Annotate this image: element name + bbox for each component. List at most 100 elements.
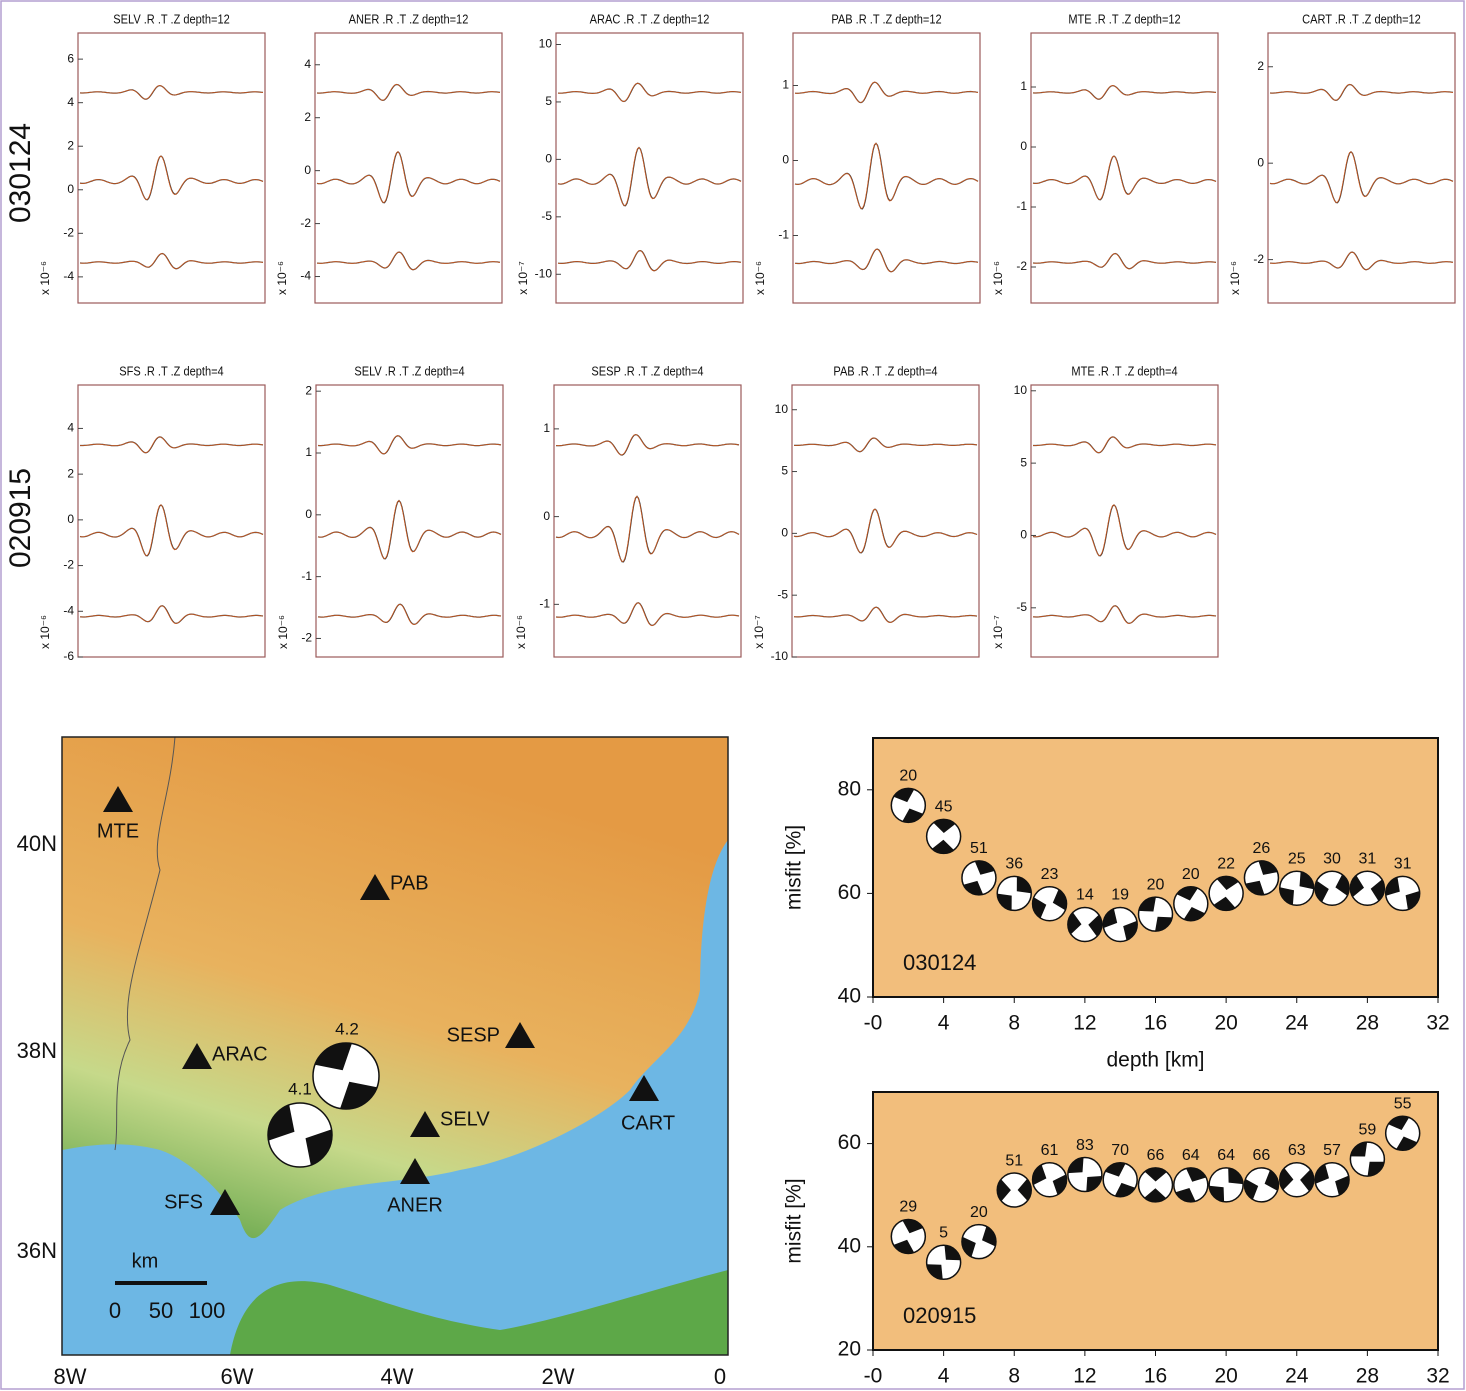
y-tick-label: 0	[1020, 528, 1027, 542]
y-tick-label: -5	[777, 587, 788, 601]
station-label: MTE	[97, 820, 139, 842]
x-tick-label: 28	[1356, 1365, 1379, 1388]
panel-title: PAB .R .T .Z depth=4	[833, 364, 937, 379]
row-label: 020915	[4, 468, 37, 568]
dc-label: 83	[1076, 1137, 1094, 1154]
y-tick-label: 5	[781, 464, 788, 478]
y-tick-label: -1	[778, 228, 789, 242]
annotation: 030124	[903, 950, 976, 975]
dc-label: 26	[1253, 840, 1271, 857]
dc-label: 20	[1147, 876, 1165, 893]
y-tick-label: -2	[63, 558, 74, 572]
dc-label: 59	[1358, 1121, 1376, 1138]
lon-label: 8W	[54, 1364, 87, 1389]
scale-label: 50	[149, 1298, 173, 1323]
dc-label: 31	[1394, 856, 1412, 873]
y-tick-label: -1	[301, 569, 312, 583]
y-tick-label: -2	[300, 216, 311, 230]
dc-label: 31	[1358, 850, 1376, 867]
scale-label: x 10⁻⁷	[516, 261, 530, 294]
y-tick-label: 0	[305, 507, 312, 521]
panel-title: SELV .R .T .Z depth=4	[354, 364, 465, 379]
station-label: SFS	[164, 1191, 203, 1213]
y-tick-label: 5	[1020, 455, 1027, 469]
x-tick-label: 32	[1426, 1012, 1449, 1035]
y-tick-label: 0	[545, 152, 552, 166]
dc-label: 19	[1111, 887, 1129, 904]
x-tick-label: 20	[1214, 1012, 1237, 1035]
station-label: ANER	[387, 1194, 443, 1216]
y-tick-label: -5	[541, 209, 552, 223]
x-tick-label: 24	[1285, 1365, 1309, 1388]
x-tick-label: 28	[1356, 1012, 1379, 1035]
dc-label: 66	[1147, 1147, 1165, 1164]
x-tick-label: 12	[1073, 1012, 1096, 1035]
y-tick-label: -4	[63, 269, 74, 283]
panel-title: SESP .R .T .Z depth=4	[591, 364, 703, 379]
y-tick-label: 2	[67, 138, 74, 152]
station-label: SESP	[447, 1024, 500, 1046]
x-tick-label: 16	[1144, 1012, 1167, 1035]
y-tick-label: -1	[539, 597, 550, 611]
scale-label: 100	[189, 1298, 226, 1323]
dc-label: 22	[1217, 856, 1235, 873]
figure: 030124 020915 km SELV .R .T .Z depth=126…	[0, 0, 1466, 1391]
lon-label: 4W	[381, 1364, 414, 1389]
dc-label: 36	[1005, 856, 1023, 873]
dc-label: 5	[939, 1224, 948, 1241]
annotation: 020915	[903, 1303, 976, 1328]
dc-label: 57	[1323, 1142, 1341, 1159]
scale-label: x 10⁻⁶	[514, 615, 528, 649]
x-tick-label: -0	[864, 1365, 883, 1388]
y-tick-label: 0	[782, 153, 789, 167]
y-tick-label: 5	[545, 94, 552, 108]
dc-label: 55	[1394, 1095, 1412, 1112]
lon-label: 6W	[221, 1364, 254, 1389]
x-tick-label: 12	[1073, 1365, 1096, 1388]
scale-label: 0	[109, 1298, 121, 1323]
lat-label: 36N	[17, 1238, 57, 1263]
dc-label: 29	[899, 1199, 917, 1216]
panel-title: PAB .R .T .Z depth=12	[831, 12, 942, 27]
dc-label: 45	[935, 799, 953, 816]
dc-label: 61	[1041, 1142, 1059, 1159]
x-tick-label: 8	[1008, 1012, 1020, 1035]
scale-label: x 10⁻⁶	[275, 261, 289, 295]
y-axis-label: misfit [%]	[783, 825, 806, 910]
dc-label: 51	[970, 840, 988, 857]
map: km	[62, 737, 728, 1355]
y-tick-label: 4	[67, 95, 74, 109]
y-tick-label: 20	[838, 1338, 861, 1361]
magnitude: 4.2	[335, 1019, 359, 1038]
x-tick-label: 8	[1008, 1365, 1020, 1388]
dc-label: 30	[1323, 850, 1341, 867]
panel-title: CART .R .T .Z depth=12	[1302, 12, 1421, 27]
x-tick-label: 20	[1214, 1365, 1237, 1388]
y-tick-label: -10	[771, 649, 789, 663]
dc-label: 66	[1253, 1147, 1271, 1164]
row-label: 030124	[4, 123, 37, 223]
x-axis-label: depth [km]	[1106, 1049, 1204, 1072]
panel-title: ARAC .R .T .Z depth=12	[590, 12, 710, 27]
panel-title: SFS .R .T .Z depth=4	[119, 364, 224, 379]
y-tick-label: 60	[838, 1131, 861, 1154]
y-tick-label: 0	[67, 182, 74, 196]
y-tick-label: -5	[1016, 600, 1027, 614]
y-axis-label: misfit [%]	[783, 1178, 806, 1263]
y-tick-label: 80	[838, 777, 861, 800]
panel-title: MTE .R .T .Z depth=12	[1068, 12, 1181, 27]
station-label: CART	[621, 1112, 675, 1134]
y-tick-label: 60	[838, 881, 861, 904]
scale-label: x 10⁻⁷	[752, 615, 766, 648]
y-tick-label: 0	[543, 509, 550, 523]
dc-label: 23	[1041, 866, 1059, 883]
x-tick-label: 16	[1144, 1365, 1167, 1388]
y-tick-label: -2	[1016, 259, 1027, 273]
scale-label: x 10⁻⁶	[276, 615, 290, 649]
y-tick-label: 4	[67, 421, 74, 435]
y-tick-label: 1	[305, 445, 312, 459]
y-tick-label: -2	[301, 631, 312, 645]
x-tick-label: 4	[938, 1365, 950, 1388]
dc-label: 64	[1217, 1147, 1235, 1164]
station-label: ARAC	[212, 1043, 268, 1065]
